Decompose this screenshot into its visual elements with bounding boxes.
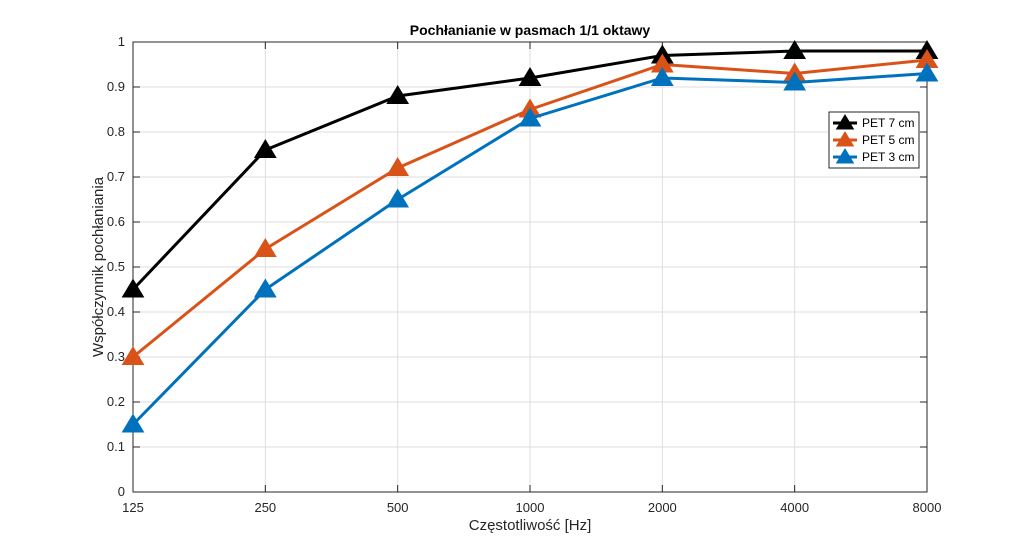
y-tick-label: 0.2 bbox=[107, 394, 125, 409]
x-axis-label: Częstotliwość [Hz] bbox=[469, 517, 592, 534]
data-point bbox=[915, 62, 939, 82]
y-tick-label: 0.7 bbox=[107, 169, 125, 184]
x-tick-label: 250 bbox=[254, 500, 276, 515]
plot-frame bbox=[132, 41, 928, 493]
chart-title: Pochłanianie w pasmach 1/1 oktawy bbox=[410, 22, 651, 38]
x-axis-ticks: 125 250 500 1000 2000 4000 8000 bbox=[122, 42, 941, 515]
legend-label: PET 7 cm bbox=[862, 116, 914, 130]
data-point bbox=[253, 278, 277, 298]
data-point bbox=[121, 278, 145, 298]
data-point bbox=[253, 238, 277, 257]
data-point bbox=[386, 188, 410, 208]
legend-item: PET 7 cm bbox=[833, 114, 914, 130]
data-point bbox=[518, 107, 542, 127]
data-point bbox=[783, 71, 807, 91]
data-point bbox=[386, 157, 410, 176]
y-axis-label: Współczynnik pochłaniania bbox=[90, 176, 107, 357]
legend-label: PET 3 cm bbox=[862, 150, 914, 164]
data-point bbox=[121, 413, 145, 433]
y-tick-label: 0.6 bbox=[107, 214, 125, 229]
data-point bbox=[783, 40, 807, 59]
x-tick-label: 8000 bbox=[913, 500, 942, 515]
data-point bbox=[253, 139, 277, 158]
data-point bbox=[650, 67, 674, 86]
legend-label: PET 5 cm bbox=[862, 133, 914, 147]
series-group bbox=[121, 40, 939, 433]
y-tick-label: 0 bbox=[118, 484, 125, 499]
data-point bbox=[386, 85, 410, 104]
x-tick-label: 125 bbox=[122, 500, 144, 515]
series-pet-3-cm bbox=[121, 62, 939, 433]
data-point bbox=[121, 346, 145, 365]
legend: PET 7 cm PET 5 cm PET 3 cm bbox=[828, 111, 920, 169]
y-tick-label: 0.3 bbox=[107, 349, 125, 364]
x-tick-label: 2000 bbox=[648, 500, 677, 515]
legend-marker bbox=[835, 148, 855, 164]
legend-item: PET 3 cm bbox=[833, 148, 914, 164]
x-tick-label: 4000 bbox=[780, 500, 809, 515]
y-tick-label: 0.5 bbox=[107, 259, 125, 274]
legend-marker bbox=[835, 131, 855, 147]
x-tick-label: 1000 bbox=[516, 500, 545, 515]
y-tick-label: 0.8 bbox=[107, 124, 125, 139]
legend-marker bbox=[835, 114, 855, 130]
y-tick-label: 1 bbox=[118, 34, 125, 49]
y-tick-label: 0.4 bbox=[107, 304, 125, 319]
data-point bbox=[518, 67, 542, 86]
y-tick-label: 0.1 bbox=[107, 439, 125, 454]
y-tick-label: 0.9 bbox=[107, 79, 125, 94]
x-tick-label: 500 bbox=[387, 500, 409, 515]
legend-item: PET 5 cm bbox=[833, 131, 914, 147]
